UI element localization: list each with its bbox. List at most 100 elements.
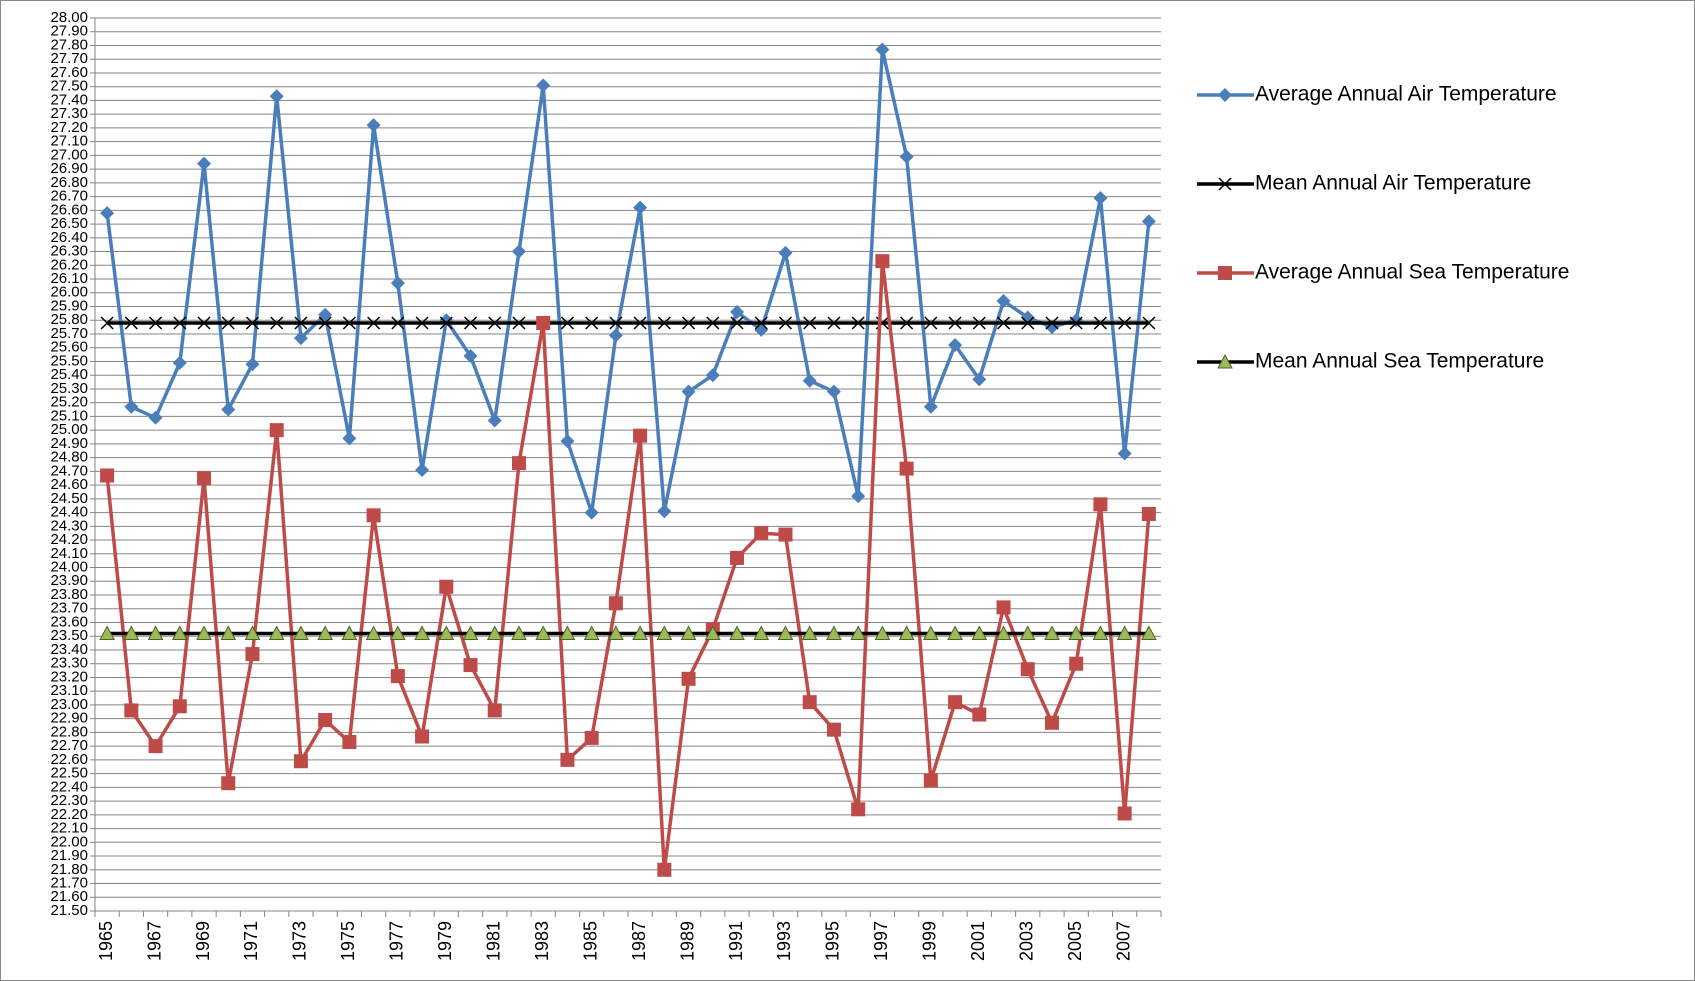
series bbox=[99, 625, 1157, 640]
legend-label: Average Annual Air Temperature bbox=[1255, 83, 1557, 106]
marker bbox=[390, 276, 405, 291]
marker bbox=[245, 357, 260, 372]
marker bbox=[318, 316, 332, 330]
y-tick-label: 23.70 bbox=[50, 600, 88, 617]
y-tick-label: 21.90 bbox=[50, 847, 88, 864]
marker bbox=[439, 316, 453, 330]
marker bbox=[850, 625, 866, 640]
marker bbox=[705, 368, 720, 383]
marker bbox=[971, 625, 988, 640]
marker bbox=[318, 307, 333, 322]
marker bbox=[754, 316, 768, 330]
x-tick-label: 1991 bbox=[726, 921, 746, 961]
marker bbox=[486, 625, 503, 640]
marker bbox=[463, 316, 478, 330]
marker bbox=[462, 625, 479, 640]
x-tick-label: 2001 bbox=[968, 921, 988, 961]
marker bbox=[342, 316, 356, 330]
y-tick-label: 25.10 bbox=[50, 407, 88, 424]
marker bbox=[778, 527, 793, 542]
marker bbox=[585, 316, 599, 330]
marker bbox=[826, 722, 841, 737]
marker bbox=[972, 707, 987, 722]
x-tick-label: 1999 bbox=[920, 921, 940, 961]
marker bbox=[609, 316, 623, 330]
marker bbox=[1019, 625, 1036, 640]
marker bbox=[100, 316, 114, 330]
marker bbox=[632, 625, 648, 640]
x-tick-label: 2003 bbox=[1017, 921, 1037, 961]
y-tick-label: 27.00 bbox=[50, 146, 88, 163]
marker bbox=[754, 526, 769, 541]
y-tick-label: 22.10 bbox=[50, 820, 88, 837]
marker bbox=[1116, 625, 1133, 640]
x-tick-label: 1983 bbox=[532, 921, 552, 961]
y-tick-label: 25.50 bbox=[50, 352, 88, 369]
y-tick-label: 27.80 bbox=[50, 36, 88, 53]
marker bbox=[415, 729, 430, 744]
marker bbox=[463, 658, 478, 673]
y-tick-label: 21.70 bbox=[50, 874, 88, 891]
marker bbox=[1141, 625, 1157, 640]
marker bbox=[100, 206, 115, 221]
marker bbox=[899, 461, 914, 476]
y-tick-label: 23.80 bbox=[50, 586, 88, 603]
y-tick-label: 26.80 bbox=[50, 174, 88, 191]
marker bbox=[608, 596, 623, 611]
marker bbox=[438, 625, 455, 640]
marker bbox=[244, 625, 261, 640]
marker bbox=[1092, 625, 1109, 640]
marker bbox=[972, 372, 987, 387]
marker bbox=[898, 625, 915, 640]
series bbox=[100, 42, 1156, 520]
marker bbox=[535, 625, 552, 640]
y-tick-label: 25.60 bbox=[50, 339, 88, 356]
x-tick-label: 1971 bbox=[241, 921, 261, 961]
marker bbox=[220, 625, 237, 640]
marker bbox=[342, 735, 357, 750]
marker bbox=[874, 625, 891, 640]
y-tick-label: 27.20 bbox=[50, 119, 88, 136]
marker bbox=[536, 78, 551, 93]
y-tick-label: 27.90 bbox=[50, 23, 88, 40]
marker bbox=[608, 328, 623, 343]
marker bbox=[511, 625, 527, 640]
marker bbox=[390, 625, 406, 640]
y-tick-label: 23.20 bbox=[50, 668, 88, 685]
y-tick-label: 26.20 bbox=[50, 256, 88, 273]
y-tick-label: 26.40 bbox=[50, 229, 88, 246]
marker bbox=[172, 355, 187, 370]
y-tick-label: 27.10 bbox=[50, 133, 88, 150]
marker bbox=[657, 862, 672, 877]
marker bbox=[996, 600, 1011, 615]
marker bbox=[729, 625, 745, 640]
y-tick-label: 26.70 bbox=[50, 188, 88, 205]
marker bbox=[1118, 316, 1132, 330]
y-tick-label: 25.80 bbox=[50, 311, 88, 328]
x-tick-label: 1997 bbox=[871, 921, 891, 961]
y-tick-label: 25.00 bbox=[50, 421, 88, 438]
marker bbox=[706, 316, 720, 330]
y-tick-label: 24.40 bbox=[50, 504, 88, 521]
y-tick-label: 27.30 bbox=[50, 105, 88, 122]
marker bbox=[245, 647, 260, 662]
marker bbox=[1044, 625, 1060, 640]
marker bbox=[923, 773, 938, 788]
marker bbox=[269, 89, 284, 104]
marker bbox=[851, 802, 866, 817]
marker bbox=[826, 625, 842, 640]
y-tick-label: 22.90 bbox=[50, 710, 88, 727]
marker bbox=[342, 431, 357, 446]
x-tick-label: 1981 bbox=[484, 921, 504, 961]
marker bbox=[99, 625, 115, 640]
marker bbox=[899, 149, 914, 164]
marker bbox=[124, 316, 138, 330]
marker bbox=[681, 384, 696, 399]
marker bbox=[584, 730, 599, 745]
marker bbox=[947, 625, 963, 640]
marker bbox=[778, 245, 793, 260]
y-tick-label: 22.50 bbox=[50, 765, 88, 782]
y-tick-label: 25.90 bbox=[50, 297, 88, 314]
x-tick-label: 1965 bbox=[96, 921, 116, 961]
y-tick-label: 24.00 bbox=[50, 559, 88, 576]
